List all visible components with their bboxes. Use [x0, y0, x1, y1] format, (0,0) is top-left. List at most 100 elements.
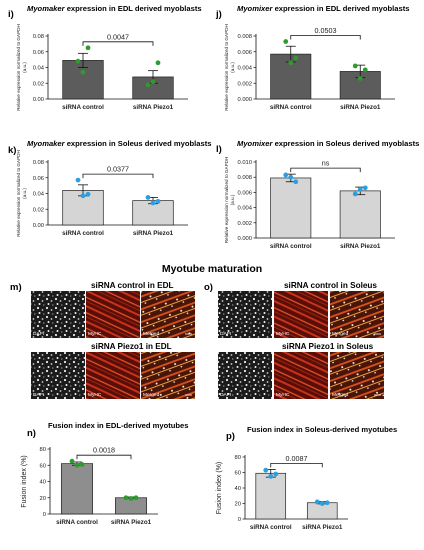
chart-title-gene: Myomixer: [237, 139, 273, 148]
p-value-label: 0.0087: [286, 454, 308, 463]
y-axis-unit: (a.u.): [22, 62, 27, 73]
significance-bracket: [82, 173, 154, 179]
y-tick-label: 0.008: [237, 175, 252, 181]
y-tick-label: 40: [235, 486, 241, 492]
y-tick-label: 0.004: [237, 206, 252, 212]
data-point: [263, 467, 269, 473]
y-tick-label: 0.000: [237, 236, 252, 242]
data-point: [268, 473, 274, 479]
data-point: [80, 193, 86, 199]
micrograph-row-title: siRNA Piezo1 in Soleus: [282, 342, 374, 351]
micrograph-dapi: [218, 352, 272, 399]
micrograph-panel-1: o) siRNA control in Soleus DAPI MyHC Merged s…: [204, 281, 384, 399]
y-axis-label: Relative expression normalized to GAPDH: [224, 24, 229, 111]
micrograph-myhc: [86, 352, 140, 399]
data-point: [75, 58, 81, 64]
y-tick-label: 20: [40, 496, 46, 502]
chart-title: Myomaker expression in Soleus derived my…: [27, 139, 211, 148]
data-point: [293, 179, 299, 185]
category-label: siRNA Piezo1: [133, 230, 174, 237]
chart-title: Fusion index in EDL-derived myotubes: [48, 421, 189, 430]
data-point: [288, 60, 294, 66]
micrograph-myhc: [86, 291, 140, 338]
micrograph-myhc: [274, 352, 328, 399]
data-point: [155, 198, 161, 204]
chart-title-text: expression in EDL derived myoblasts: [272, 4, 409, 13]
y-tick-label: 0.000: [237, 97, 252, 103]
y-tick-label: 0.08: [33, 34, 44, 40]
category-label: siRNA control: [250, 524, 292, 531]
y-tick-label: 0.06: [33, 50, 44, 56]
significance-bracket: [290, 35, 361, 40]
micrograph-merged: [330, 291, 384, 338]
data-point: [69, 458, 75, 464]
panel-letter: l): [216, 144, 222, 155]
bar-1: [339, 71, 381, 100]
y-axis-label: Fusion index (%): [216, 462, 223, 515]
category-label: siRNA Piezo1: [302, 524, 343, 531]
p-value-label: 0.0018: [93, 446, 115, 455]
category-label: siRNA Piezo1: [133, 104, 174, 111]
chart-panel-i: i) Myomaker expression in EDL derived myo…: [8, 4, 202, 111]
chart-title-gene: Myomaker: [27, 139, 66, 148]
y-axis-label: Relative expression normalized to GAPDH: [224, 157, 229, 244]
y-tick-label: 0.04: [33, 66, 45, 72]
y-tick-label: 0.006: [237, 50, 252, 56]
y-tick-label: 0.02: [33, 207, 44, 213]
y-tick-label: 0.006: [237, 190, 252, 196]
chart-panel-k: k) Myomaker expression in Soleus derived …: [8, 139, 211, 237]
data-point: [155, 60, 161, 66]
micrograph-merged: [141, 352, 195, 399]
data-point: [314, 499, 320, 505]
data-point: [352, 191, 358, 197]
bar-1: [132, 200, 174, 226]
p-value-label: 0.0503: [315, 26, 337, 35]
bar-0: [255, 472, 287, 520]
category-label: siRNA control: [270, 243, 312, 250]
y-tick-label: 0.010: [237, 160, 252, 166]
chart-title: Myomaker expression in EDL derived myobl…: [27, 4, 202, 13]
y-tick-label: 0: [43, 512, 46, 518]
channel-label: DAPI: [33, 392, 44, 398]
significance-bracket: [76, 454, 132, 460]
significance-bracket: [290, 167, 361, 173]
data-point: [133, 495, 139, 501]
y-tick-label: 0: [238, 517, 241, 523]
category-label: siRNA control: [270, 104, 312, 111]
channel-label: DAPI: [220, 331, 231, 337]
data-point: [74, 462, 80, 468]
chart-title-gene: Myomixer: [237, 4, 273, 13]
chart-panel-j: j) Myomixer expression in EDL derived myo…: [215, 4, 409, 111]
data-point: [145, 82, 151, 88]
bar-0: [270, 177, 312, 239]
data-point: [324, 500, 330, 506]
data-point: [293, 55, 299, 61]
y-tick-label: 0.00: [33, 97, 44, 103]
y-tick-label: 0.02: [33, 81, 44, 87]
channel-label: Merged: [332, 331, 349, 337]
chart-panel-l: l) Myomixer expression in Soleus derived …: [216, 139, 419, 250]
data-point: [85, 45, 91, 51]
y-tick-label: 40: [40, 480, 46, 486]
y-tick-label: 0.004: [237, 66, 252, 72]
y-tick-label: 80: [40, 447, 46, 453]
chart-title-text: expression in Soleus derived myoblasts: [65, 139, 212, 148]
y-axis-label: Fusion index (%): [21, 455, 28, 508]
y-tick-label: 0.00: [33, 223, 44, 229]
channel-label: DAPI: [33, 331, 44, 337]
chart-title: Fusion index in Soleus-derived myotubes: [247, 425, 397, 434]
chart-title-text: Fusion index in EDL-derived myotubes: [48, 421, 189, 430]
p-value-label: 0.0377: [107, 165, 129, 174]
channel-label: Merged: [143, 392, 160, 398]
micrograph-panel-0: m) siRNA control in EDL DAPI MyHC Merged siRN…: [10, 281, 195, 399]
chart-title: Myomixer expression in EDL derived myobl…: [237, 4, 409, 13]
y-tick-label: 80: [235, 455, 241, 461]
data-point: [150, 79, 156, 85]
micrograph-dapi: [218, 291, 272, 338]
category-label: siRNA control: [62, 230, 104, 237]
data-point: [352, 63, 358, 69]
y-tick-label: 0.06: [33, 176, 44, 182]
y-tick-label: 0.002: [237, 221, 252, 227]
micrograph-row-title: siRNA control in EDL: [91, 281, 173, 290]
